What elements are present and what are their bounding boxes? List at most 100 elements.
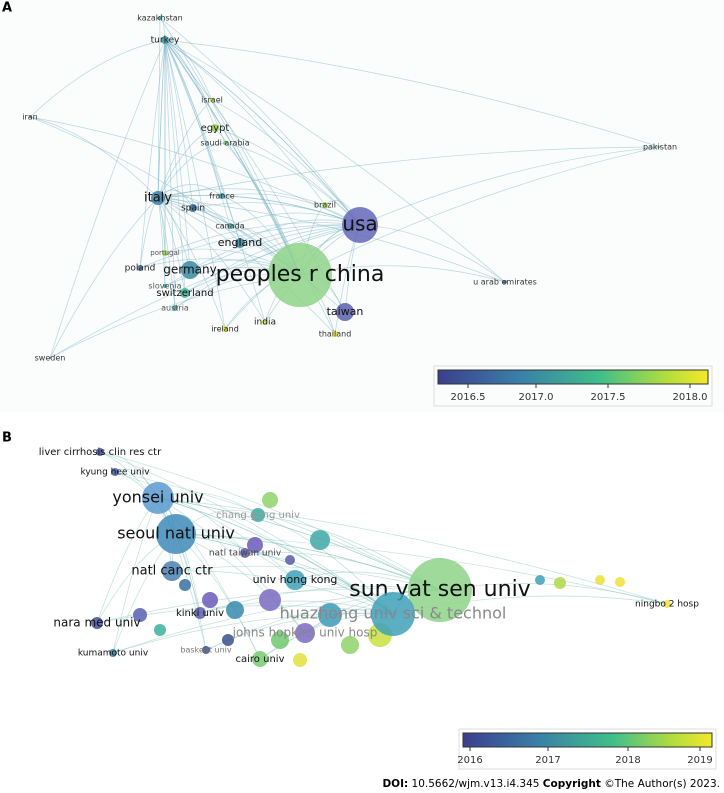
node-bubble	[158, 16, 162, 20]
node-label: brazil	[314, 201, 336, 210]
node-label: huazhong univ sci & technol	[280, 604, 507, 623]
node-label: nara med univ	[53, 616, 140, 630]
node-bubble	[247, 537, 263, 553]
edge	[96, 497, 159, 624]
node-bubble	[293, 653, 307, 667]
node-bubble	[172, 305, 178, 311]
node-bubble	[91, 617, 103, 629]
node-bubble	[262, 319, 268, 325]
node-label: natl canc ctr	[131, 564, 213, 579]
node-bubble	[595, 575, 605, 585]
node-bubble	[554, 577, 566, 589]
edge	[164, 39, 241, 244]
node-label: usa	[342, 212, 377, 236]
footer: DOI: 10.5662/wjm.v13.i4.345 Copyright ©T…	[382, 778, 720, 790]
edge	[99, 451, 394, 615]
node-bubble	[181, 261, 199, 279]
node-label: saudi arabia	[200, 139, 249, 148]
edge	[157, 17, 161, 199]
node-bubble	[111, 468, 119, 476]
edge	[157, 197, 336, 335]
doi-label: DOI:	[382, 778, 408, 790]
edge	[157, 197, 266, 323]
edge	[211, 99, 361, 226]
node-bubble	[503, 280, 507, 284]
node-bubble	[202, 592, 218, 608]
node-label: cairo univ	[236, 654, 285, 665]
edge	[164, 39, 191, 271]
node-bubble	[29, 116, 31, 118]
node-label: taiwan	[327, 305, 364, 318]
edge	[157, 197, 506, 283]
node-bubble	[162, 561, 182, 581]
node-bubble	[194, 607, 206, 619]
node-bubble	[96, 448, 104, 456]
edge	[214, 127, 361, 226]
edge	[164, 39, 661, 148]
edge	[112, 533, 177, 654]
colorbar-tick-label: 2019	[687, 755, 712, 766]
node-bubble	[663, 600, 671, 608]
node-label: kumamoto univ	[78, 649, 149, 659]
node-label: portugal	[150, 249, 180, 257]
node-bubble	[154, 624, 166, 636]
edge	[159, 17, 361, 226]
node-bubble	[235, 238, 245, 248]
edge	[164, 39, 326, 206]
node-bubble	[163, 284, 167, 288]
colorbar-frame	[433, 365, 713, 407]
edge	[359, 146, 661, 226]
node-bubble	[341, 636, 359, 654]
node-label: kazakhstan	[137, 14, 182, 23]
node-label: italy	[144, 191, 172, 206]
edge	[199, 600, 394, 615]
edge	[139, 224, 361, 269]
node-label: switzerland	[156, 288, 213, 299]
node-bubble	[259, 589, 281, 611]
edge	[164, 39, 176, 309]
edge	[164, 39, 226, 330]
edge	[224, 142, 361, 226]
colorbar-tick-label: 2016.5	[451, 392, 486, 403]
colorbar	[437, 369, 709, 385]
node-label: iran	[22, 113, 37, 122]
node-bubble	[251, 508, 265, 522]
edge	[299, 146, 661, 276]
node-label: thailand	[319, 330, 352, 339]
node-bubble	[156, 514, 196, 554]
edge	[157, 39, 166, 199]
node-bubble	[285, 570, 305, 590]
node-label: johns hopkins univ hosp	[232, 626, 378, 640]
edge	[99, 451, 441, 591]
node-bubble	[659, 146, 661, 148]
node-label: israel	[201, 96, 223, 105]
node-label: spain	[181, 204, 205, 214]
edge	[139, 39, 166, 269]
edge	[157, 146, 661, 199]
node-bubble	[318, 603, 342, 627]
node-bubble	[240, 548, 250, 558]
node-label: pakistan	[643, 143, 677, 152]
node-bubble	[268, 243, 332, 307]
edge	[257, 514, 394, 615]
node-bubble	[161, 36, 169, 44]
node-label: poland	[125, 264, 156, 274]
edge	[159, 17, 301, 276]
node-bubble	[227, 223, 233, 229]
network-layer: kazakhstan turkey iran israel egypt saudi ara…	[22, 14, 717, 770]
node-label: u arab emirates	[473, 278, 537, 287]
doi: 10.5662/wjm.v13.i4.345	[412, 778, 540, 790]
node-bubble	[210, 98, 214, 102]
edge	[157, 195, 361, 226]
node-bubble	[252, 651, 268, 667]
node-bubble	[211, 124, 219, 132]
node-bubble	[295, 623, 315, 643]
node-label: slovenia	[148, 282, 181, 291]
node-bubble	[271, 631, 289, 649]
node-label: kyung hee univ	[80, 468, 150, 478]
node-bubble	[322, 202, 328, 208]
colorbar-frame	[458, 728, 717, 770]
node-bubble	[137, 265, 143, 271]
node-label: univ hong kong	[253, 573, 338, 586]
node-bubble	[109, 649, 117, 657]
